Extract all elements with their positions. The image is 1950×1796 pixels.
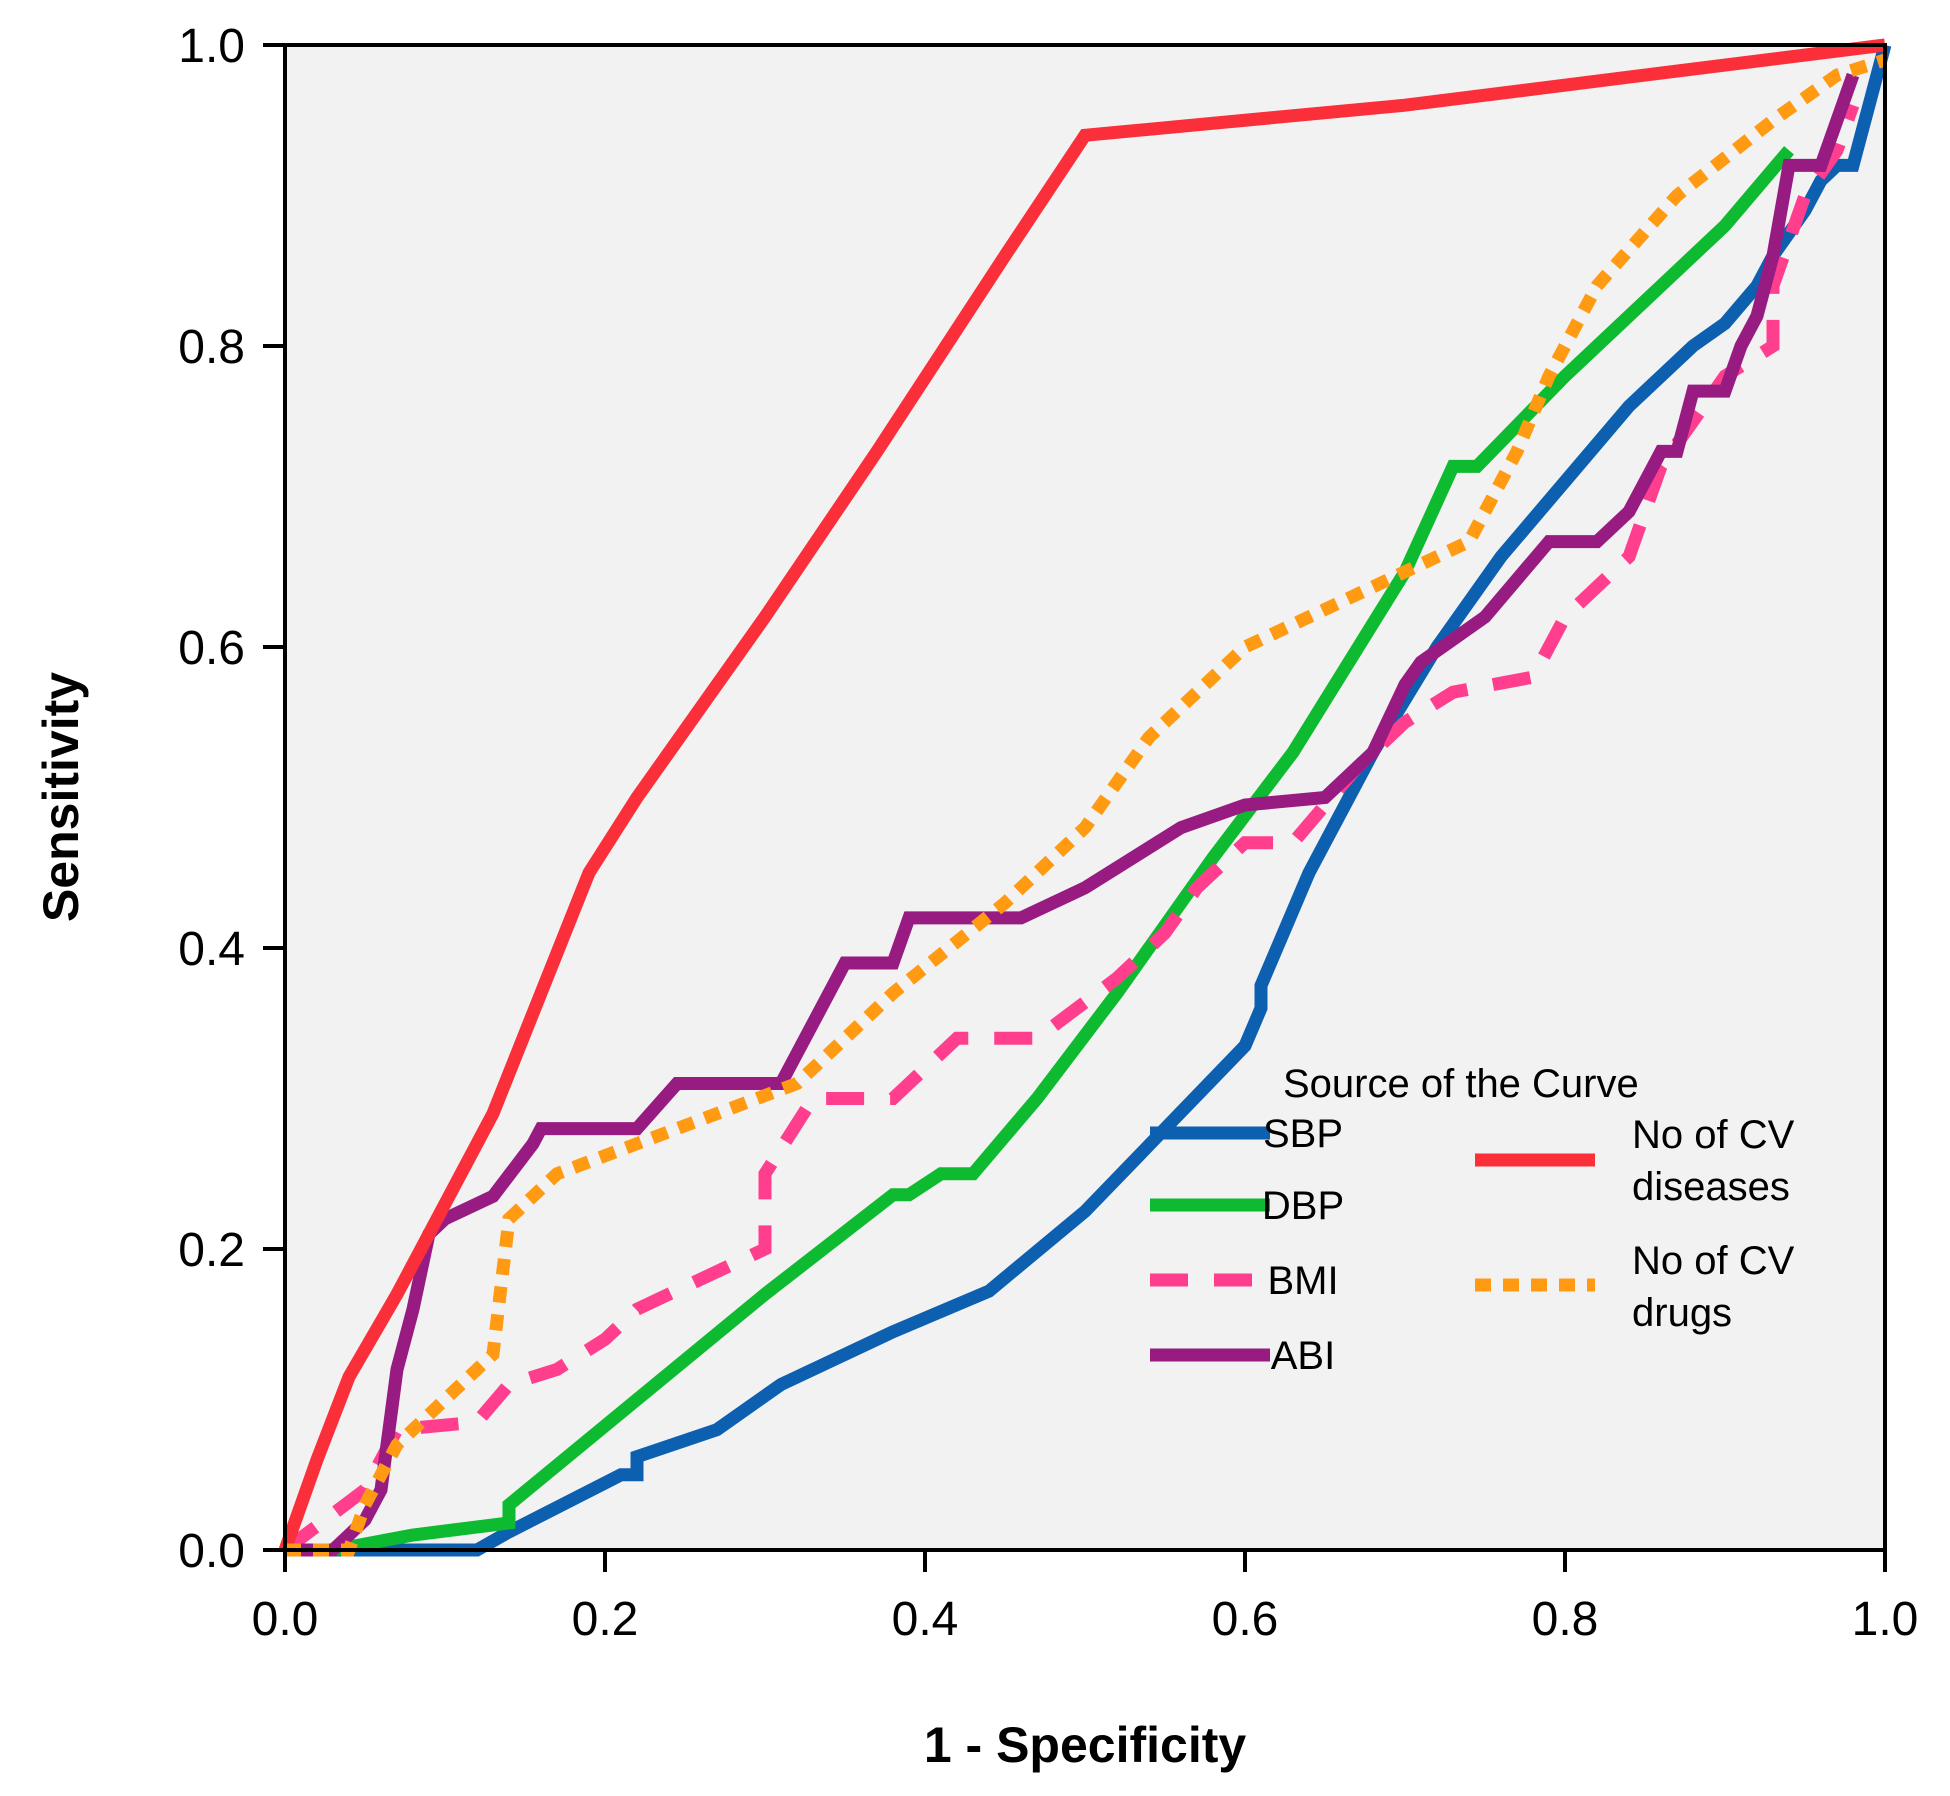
x-tick-label: 1.0 (1852, 1593, 1919, 1646)
x-tick-label: 0.2 (572, 1593, 639, 1646)
legend-label-bmi: BMI (1267, 1259, 1338, 1303)
plot-area (285, 45, 1885, 1550)
x-tick-label: 0.6 (1212, 1593, 1279, 1646)
y-tick-label: 1.0 (178, 20, 245, 73)
legend-label-sbp: SBP (1263, 1112, 1343, 1156)
legend-label-abi: ABI (1271, 1334, 1335, 1378)
legend-label-no-of-cv-drugs: No of CV (1632, 1239, 1795, 1283)
series-layer (278, 38, 1892, 1557)
legend-label-no-of-cv-diseases: No of CV (1632, 1113, 1795, 1157)
series-line-no-of-cv-drugs (285, 53, 1887, 1557)
x-tick-label: 0.0 (252, 1593, 319, 1646)
y-tick-label: 0.2 (178, 1224, 245, 1277)
series-line-no-of-cv-diseases (278, 38, 1886, 1553)
ticks-layer: 0.0 0.2 0.4 0.6 0.8 1.0 0.0 0.2 0.4 0.6 0.8 1.0 (178, 20, 1918, 1646)
y-tick-label: 0.0 (178, 1525, 245, 1578)
legend-label-dbp: DBP (1262, 1184, 1344, 1228)
y-tick-label: 0.8 (178, 321, 245, 374)
y-tick-label: 0.4 (178, 923, 245, 976)
y-tick-label: 0.6 (178, 622, 245, 675)
legend-label-no-of-cv-diseases: diseases (1632, 1165, 1790, 1209)
legend-title: Source of the Curve (1283, 1062, 1639, 1106)
legend: Source of the Curve SBP DBP BMI ABI No of CV… (1150, 1062, 1795, 1378)
x-axis-title: 1 - Specificity (924, 1717, 1247, 1773)
legend-label-no-of-cv-drugs: drugs (1632, 1291, 1732, 1335)
plot-frame (283, 43, 1887, 1552)
x-tick-label: 0.8 (1532, 1593, 1599, 1646)
x-tick-label: 0.4 (892, 1593, 959, 1646)
y-axis-title: Sensitivity (33, 672, 89, 922)
